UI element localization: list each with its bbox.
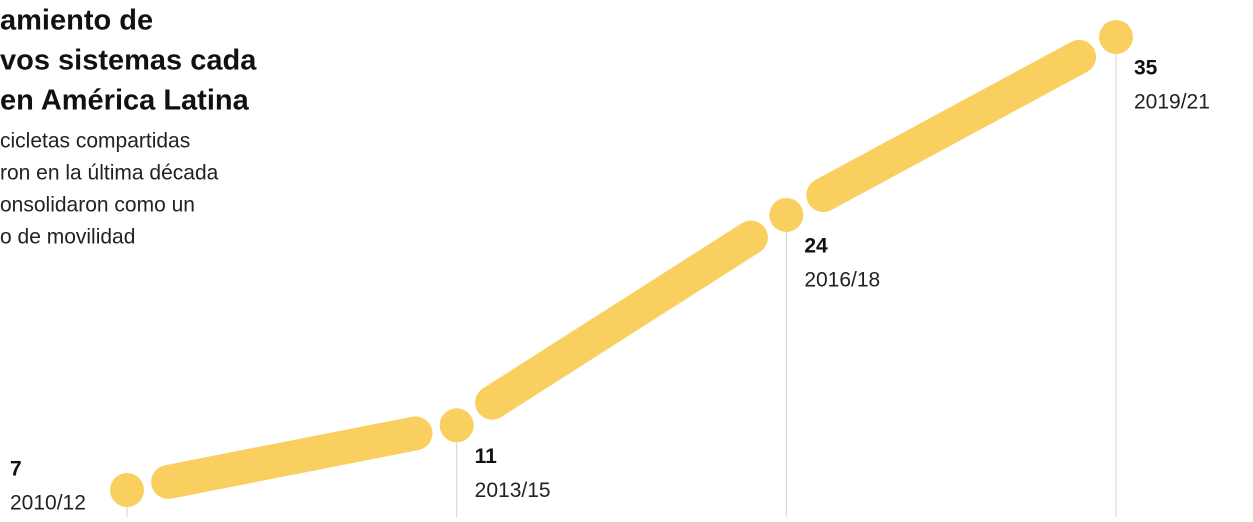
subtitle-line: o de movilidad <box>0 226 135 249</box>
value-label: 24 <box>804 235 828 258</box>
subtitle: cicletas compartidas ron en la última dé… <box>0 130 219 249</box>
title-line: vos sistemas cada <box>0 45 257 77</box>
subtitle-line: cicletas compartidas <box>0 130 190 153</box>
value-label: 7 <box>10 458 22 481</box>
category-label: 2019/21 <box>1134 91 1210 114</box>
title: amiento de vos sistemas cada en América … <box>0 5 257 117</box>
title-line: amiento de <box>0 5 153 37</box>
category-label: 2016/18 <box>804 269 880 292</box>
value-label: 35 <box>1134 57 1158 80</box>
segment <box>806 39 1097 213</box>
category-label: 2010/12 <box>10 492 86 515</box>
segment <box>475 220 768 420</box>
value-label: 11 <box>475 445 498 468</box>
point <box>110 473 144 507</box>
category-label: 2013/15 <box>475 479 551 502</box>
title-line: en América Latina <box>0 85 250 117</box>
subtitle-line: onsolidaron como un <box>0 194 195 217</box>
subtitle-line: ron en la última década <box>0 162 219 185</box>
point <box>439 408 474 443</box>
point <box>1099 20 1133 54</box>
point <box>769 197 804 232</box>
segment <box>151 416 433 499</box>
